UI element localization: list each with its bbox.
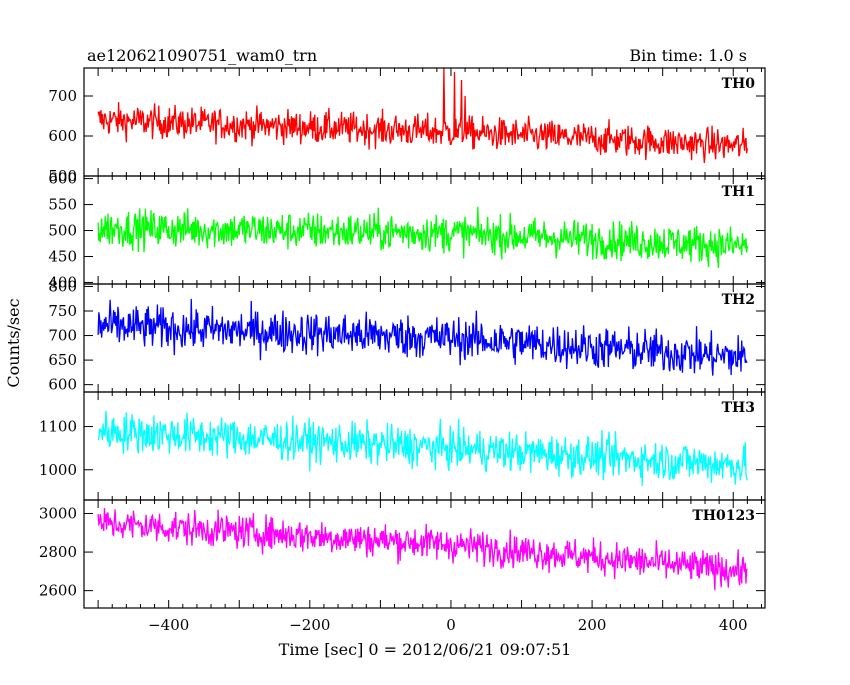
y-tick-label: 3000	[39, 505, 77, 523]
y-tick-label: 600	[48, 376, 77, 394]
series-line-th0	[97, 68, 749, 163]
x-tick-label: 0	[446, 616, 456, 634]
y-tick-label: 1100	[39, 418, 77, 436]
y-tick-label: 650	[48, 351, 77, 369]
panel-label-th1: TH1	[722, 184, 755, 200]
panel-th3: 1000 1100 TH3	[39, 391, 766, 501]
series-line-th2	[97, 298, 748, 376]
y-tick-label: 800	[48, 277, 77, 295]
panel-label-th0: TH0	[722, 76, 756, 92]
panel-label-th0123: TH0123	[692, 508, 755, 524]
y-tick-label: 500	[48, 222, 77, 240]
y-tick-label: 600	[48, 170, 77, 188]
y-tick-label: 500	[48, 167, 77, 185]
series-line-th0123	[97, 508, 748, 591]
chart-title: ae120621090751_wam0_trn	[87, 46, 317, 65]
y-axis-label: Counts/sec	[4, 298, 23, 387]
y-tick-label: 400	[48, 273, 77, 291]
x-tick-label: −400	[148, 616, 189, 634]
y-tick-label: 450	[48, 247, 77, 265]
y-tick-label: 700	[48, 87, 77, 105]
panel-th1: 400 450 500 550 600 TH1	[48, 170, 766, 291]
x-axis-label: Time [sec] 0 = 2012/06/21 09:07:51	[279, 640, 572, 659]
panel-label-th2: TH2	[722, 292, 755, 308]
panel-th2: 600 650 700 750 800 TH2	[48, 277, 766, 394]
panel-label-th3: TH3	[722, 400, 755, 416]
y-tick-label: 1000	[39, 461, 77, 479]
panel-th0123: 2600 2800 3000 TH0123	[39, 499, 766, 609]
x-tick-label: 400	[719, 616, 748, 634]
bin-time-label: Bin time: 1.0 s	[629, 46, 747, 65]
panel-frame	[83, 499, 766, 609]
x-tick-label: 200	[578, 616, 607, 634]
y-tick-label: 550	[48, 196, 77, 214]
panels-layer: 500600700TH0400450500550600TH16006507007…	[39, 67, 766, 634]
y-tick-label: 750	[48, 302, 77, 320]
y-tick-label: 2600	[39, 582, 77, 600]
series-line-th1	[97, 206, 749, 269]
y-tick-label: 700	[48, 327, 77, 345]
x-tick-label: −200	[289, 616, 330, 634]
y-tick-label: 600	[48, 127, 77, 145]
y-tick-label: 2800	[39, 543, 77, 561]
panel-frame	[83, 67, 766, 177]
series-line-th3	[97, 410, 748, 487]
